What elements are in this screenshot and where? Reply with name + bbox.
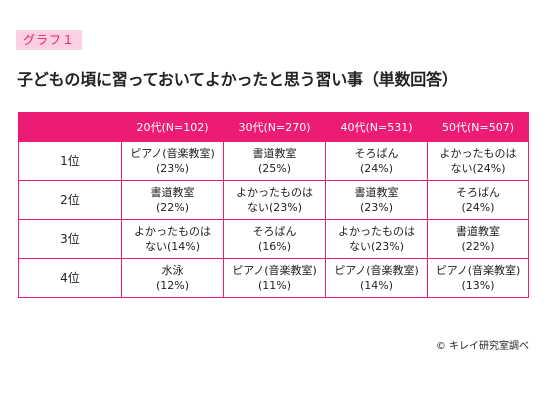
table-cell: 書道教室 (23%) — [325, 180, 428, 220]
table-header-row: 20代(N=102) 30代(N=270) 40代(N=531) 50代(N=5… — [18, 112, 529, 142]
cell-item: ピアノ(音楽教室) — [130, 147, 215, 160]
cell-item: よかったものは — [439, 147, 517, 160]
table-row: 4位 水泳 (12%) ピアノ(音楽教室) (11%) ピアノ(音楽教室) (14%)… — [18, 258, 529, 298]
cell-percent: (23%) — [155, 162, 190, 175]
table-cell: よかったものは ない(23%) — [223, 180, 326, 220]
header-cell-40s: 40代(N=531) — [325, 112, 428, 142]
table-cell: 水泳 (12%) — [121, 258, 224, 298]
ranking-table: 20代(N=102) 30代(N=270) 40代(N=531) 50代(N=5… — [18, 112, 529, 298]
table-row: 1位 ピアノ(音楽教室) (23%) 書道教室 (25%) そろばん (24%) よか… — [18, 141, 529, 181]
cell-percent: (23%) — [359, 201, 394, 214]
cell-percent: (22%) — [461, 240, 495, 253]
cell-percent: ない(14%) — [144, 240, 201, 253]
cell-item: よかったものは — [338, 225, 415, 238]
page-title: 子どもの頃に習っておいてよかったと思う習い事（単数回答） — [17, 70, 458, 89]
table-cell: 書道教室 (22%) — [427, 219, 529, 259]
cell-item: 書道教室 — [150, 186, 195, 199]
header-cell-30s: 30代(N=270) — [223, 112, 326, 142]
cell-percent: (24%) — [359, 162, 394, 175]
table-row: 2位 書道教室 (22%) よかったものは ない(23%) 書道教室 (23%) そろ… — [18, 180, 529, 220]
cell-percent: (16%) — [257, 240, 292, 253]
source-credit: © キレイ研究室調べ — [435, 341, 529, 352]
table-cell: ピアノ(音楽教室) (13%) — [427, 258, 529, 298]
table-row: 3位 よかったものは ない(14%) そろばん (16%) よかったものは ない(23… — [18, 219, 529, 259]
table-cell: よかったものは ない(14%) — [121, 219, 224, 259]
table-cell: よかったものは ない(24%) — [427, 141, 529, 181]
rank-cell: 4位 — [18, 258, 122, 298]
cell-percent: (13%) — [461, 279, 495, 292]
table-cell: ピアノ(音楽教室) (14%) — [325, 258, 428, 298]
cell-percent: (22%) — [155, 201, 190, 214]
table-cell: ピアノ(音楽教室) (23%) — [121, 141, 224, 181]
cell-item: ピアノ(音楽教室) — [435, 264, 521, 277]
rank-cell: 3位 — [18, 219, 122, 259]
table-cell: ピアノ(音楽教室) (11%) — [223, 258, 326, 298]
cell-item: 書道教室 — [456, 225, 500, 238]
cell-percent: (14%) — [359, 279, 394, 292]
cell-item: 書道教室 — [252, 147, 297, 160]
figure-badge: グラフ１ — [16, 30, 82, 50]
table-cell: そろばん (24%) — [427, 180, 529, 220]
cell-item: そろばん — [354, 147, 399, 160]
table-cell: そろばん (16%) — [223, 219, 326, 259]
cell-item: ピアノ(音楽教室) — [232, 264, 317, 277]
cell-item: そろばん — [456, 186, 500, 199]
cell-item: そろばん — [252, 225, 297, 238]
cell-percent: ない(24%) — [450, 162, 506, 175]
cell-percent: (12%) — [155, 279, 190, 292]
cell-item: 水泳 — [161, 264, 184, 277]
cell-percent: (25%) — [257, 162, 292, 175]
cell-item: 書道教室 — [354, 186, 399, 199]
cell-percent: ない(23%) — [348, 240, 405, 253]
table-cell: 書道教室 (25%) — [223, 141, 326, 181]
rank-cell: 1位 — [18, 141, 122, 181]
cell-percent: ない(23%) — [246, 201, 303, 214]
header-cell-20s: 20代(N=102) — [121, 112, 224, 142]
cell-percent: (24%) — [461, 201, 495, 214]
cell-item: ピアノ(音楽教室) — [334, 264, 419, 277]
rank-cell: 2位 — [18, 180, 122, 220]
table-cell: よかったものは ない(23%) — [325, 219, 428, 259]
cell-percent: (11%) — [257, 279, 292, 292]
table-cell: 書道教室 (22%) — [121, 180, 224, 220]
header-cell-50s: 50代(N=507) — [427, 112, 529, 142]
cell-item: よかったものは — [236, 186, 313, 199]
cell-item: よかったものは — [134, 225, 211, 238]
table-cell: そろばん (24%) — [325, 141, 428, 181]
header-cell-empty — [18, 112, 122, 142]
